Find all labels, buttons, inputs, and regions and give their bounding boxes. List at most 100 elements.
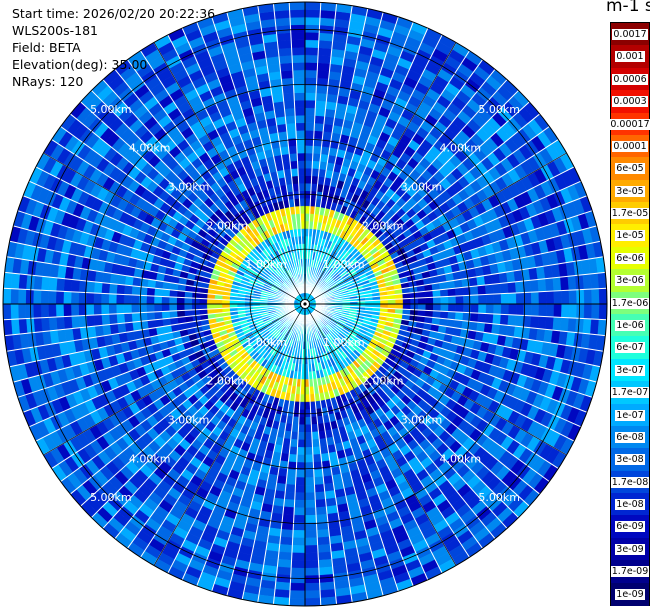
range-gate-cell: [10, 303, 19, 320]
range-gate-cell: [294, 499, 306, 509]
range-gate-cell: [440, 296, 449, 305]
range-gate-cell: [304, 69, 318, 79]
range-gate-cell: [304, 198, 311, 207]
range-gate-cell: [304, 439, 313, 448]
range-gate-cell: [161, 288, 171, 298]
range-gate-cell: [402, 298, 411, 305]
range-gate-cell: [417, 297, 427, 305]
range-gate-cell: [322, 475, 334, 485]
range-gate-cell: [278, 544, 293, 554]
range-gate-cell: [153, 303, 162, 313]
range-gate-cell: [295, 130, 306, 139]
range-ring-label: 4.00km: [129, 452, 171, 465]
range-gate-cell: [304, 107, 316, 116]
range-gate-cell: [312, 446, 322, 456]
range-gate-cell: [294, 492, 306, 501]
range-gate-cell: [298, 182, 306, 192]
range-gate-cell: [40, 303, 49, 319]
range-gate-cell: [288, 152, 298, 162]
range-gate-cell: [299, 198, 306, 207]
range-gate-cell: [455, 295, 464, 305]
range-gate-cell: [454, 287, 464, 297]
colorbar-tick-label: 3e-06: [615, 275, 645, 287]
range-gate-cell: [274, 490, 286, 500]
range-gate-cell: [304, 167, 313, 177]
range-gate-cell: [530, 303, 540, 317]
range-gate-cell: [590, 272, 600, 290]
range-ring-label: 5.00km: [90, 491, 132, 504]
range-gate-cell: [476, 275, 486, 287]
range-ring-label: 1.00km: [323, 258, 365, 271]
range-gate-cell: [55, 277, 65, 292]
range-gate-cell: [304, 130, 315, 139]
range-gate-cell: [448, 303, 457, 313]
range-gate-cell: [484, 284, 494, 295]
range-gate-cell: [10, 272, 20, 290]
range-gate-cell: [317, 54, 332, 64]
range-gate-cell: [176, 303, 185, 311]
range-gate-cell: [582, 273, 592, 290]
range-ring-label: 4.00km: [440, 142, 482, 155]
range-gate-cell: [292, 529, 306, 539]
range-gate-cell: [290, 560, 306, 569]
range-gate-cell: [304, 575, 320, 584]
range-gate-cell: [281, 85, 295, 95]
range-gate-cell: [508, 303, 517, 316]
range-gate-cell: [100, 303, 110, 315]
range-gate-cell: [447, 311, 457, 321]
range-gate-cell: [276, 566, 292, 576]
colorbar-tick-label: 6e-05: [615, 163, 645, 175]
range-gate-cell: [292, 537, 306, 546]
range-gate-cell: [274, 17, 291, 27]
range-gate-cell: [454, 311, 464, 321]
range-gate-cell: [304, 145, 314, 154]
range-gate-cell: [291, 47, 306, 56]
range-gate-cell: [85, 303, 95, 316]
range-gate-cell: [116, 284, 126, 295]
range-gate-cell: [314, 107, 326, 117]
range-gate-cell: [304, 114, 316, 124]
range-gate-cell: [319, 9, 337, 19]
elevation: Elevation(deg): 35.00: [12, 57, 148, 72]
range-gate-cell: [153, 295, 162, 305]
range-gate-cell: [153, 287, 163, 297]
range-gate-cell: [146, 295, 155, 305]
range-gate-cell: [298, 424, 306, 433]
range-gate-cell: [288, 446, 298, 456]
range-gate-cell: [545, 277, 555, 292]
range-gate-cell: [483, 322, 493, 334]
colorbar-swatch: 6e-06: [611, 246, 649, 270]
range-gate-cell: [575, 274, 585, 291]
range-gate-cell: [25, 289, 34, 305]
range-gate-cell: [291, 545, 306, 554]
range-gate-cell: [315, 513, 329, 523]
range-gate-cell: [316, 70, 330, 79]
range-gate-cell: [447, 287, 457, 297]
range-gate-cell: [277, 551, 293, 561]
range-gate-cell: [292, 69, 306, 79]
range-gate-cell: [425, 303, 434, 311]
range-gate-cell: [591, 288, 600, 305]
range-gate-cell: [290, 24, 306, 33]
range-gate-cell: [17, 288, 27, 305]
range-gate-cell: [295, 477, 306, 486]
range-gate-cell: [286, 468, 297, 478]
range-gate-cell: [546, 290, 555, 305]
range-gate-cell: [439, 310, 449, 320]
range-gate-cell: [312, 152, 322, 162]
range-gate-cell: [304, 590, 321, 599]
range-gate-cell: [304, 529, 318, 539]
range-gate-cell: [304, 16, 321, 26]
range-gate-cell: [304, 424, 312, 433]
range-gate-cell: [455, 303, 464, 313]
field-name: Field: BETA: [12, 40, 81, 55]
range-gate-cell: [40, 317, 50, 332]
range-gate-cell: [108, 293, 117, 305]
range-gate-cell: [314, 483, 325, 493]
range-gate-cell: [560, 317, 570, 332]
colorbar-swatch: 0.0017: [611, 23, 649, 46]
range-gate-cell: [86, 280, 96, 294]
range-gate-cell: [439, 288, 449, 298]
range-ring-label: 4.00km: [440, 452, 482, 465]
range-ring-label: 2.00km: [362, 219, 404, 232]
